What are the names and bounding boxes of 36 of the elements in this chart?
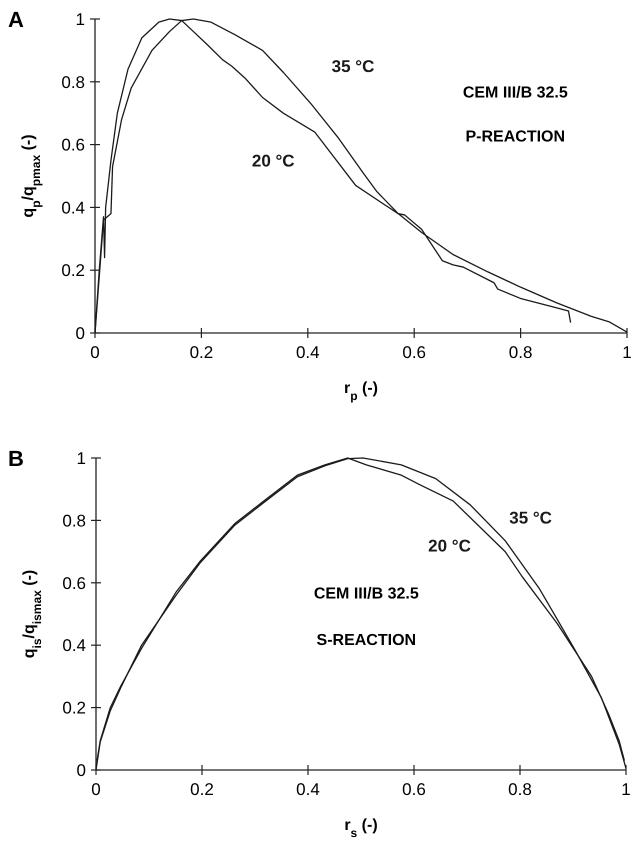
y-tick-label: 0 bbox=[76, 761, 86, 780]
text: P-REACTION bbox=[466, 128, 566, 146]
y-tick-label: 0.6 bbox=[61, 136, 85, 155]
y-tick-label: 0.8 bbox=[61, 72, 85, 92]
x-tick-label: 0.8 bbox=[508, 780, 532, 799]
x-axis-title: r$_{p}$ (-) bbox=[344, 380, 378, 403]
x-tick-label: 0 bbox=[90, 343, 100, 362]
series-label: 35 °C bbox=[332, 57, 374, 76]
series-label: 35 °C bbox=[509, 508, 552, 528]
x-tick-label: 1 bbox=[622, 343, 632, 362]
x-tick-label: 1 bbox=[621, 780, 631, 799]
y-tick-label: 0 bbox=[76, 324, 85, 343]
x-tick-label: 0.6 bbox=[402, 343, 426, 362]
text: CEM III/B 32.5 bbox=[462, 84, 568, 102]
x-axis-title: r$_{s}$ (-) bbox=[344, 817, 378, 840]
x-tick-label: 0.2 bbox=[190, 343, 214, 362]
y-tick-label: 0.2 bbox=[61, 261, 85, 280]
x-tick-label: 0.4 bbox=[296, 780, 320, 799]
y-tick-label: 1 bbox=[76, 449, 86, 468]
x-tick-label: 0.4 bbox=[296, 343, 320, 362]
x-tick-label: 0 bbox=[91, 780, 101, 799]
y-tick-label: 0.8 bbox=[62, 511, 86, 530]
y-tick-label: 0.4 bbox=[62, 636, 86, 656]
x-tick-label: 0.2 bbox=[190, 780, 214, 799]
text: B bbox=[8, 446, 24, 471]
series-label: 20 °C bbox=[428, 536, 471, 556]
series-label: 20 °C bbox=[252, 151, 295, 170]
y-tick-label: 1 bbox=[76, 10, 85, 29]
y-tick-label: 0.2 bbox=[62, 698, 86, 718]
text: CEM III/B 32.5 bbox=[314, 585, 419, 602]
y-tick-label: 0.4 bbox=[61, 198, 85, 218]
x-tick-label: 0.6 bbox=[402, 780, 426, 799]
x-tick-label: 0.8 bbox=[508, 343, 532, 362]
y-tick-label: 0.6 bbox=[62, 574, 86, 593]
text: A bbox=[8, 7, 24, 32]
text: S-REACTION bbox=[316, 632, 416, 650]
